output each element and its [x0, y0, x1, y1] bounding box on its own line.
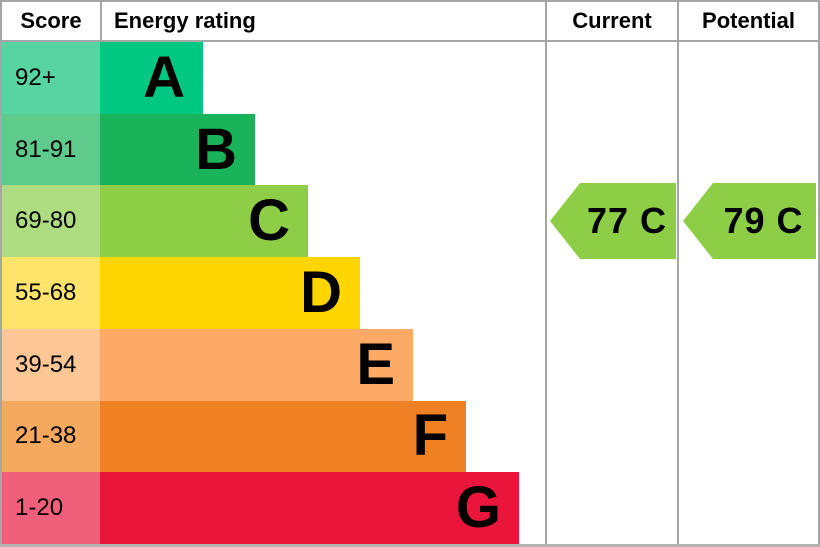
potential-column-divider [677, 2, 679, 544]
band-row-e: 39-54 E [2, 328, 818, 401]
band-letter-d: D [300, 260, 342, 326]
score-range-c: 69-80 [2, 185, 100, 258]
band-letter-e: E [356, 331, 395, 397]
band-row-c: 69-80 C [2, 185, 818, 258]
potential-rating-arrow: 79 C [683, 183, 816, 259]
chart-border-bottom [0, 544, 820, 547]
potential-column-header: Potential [702, 8, 795, 33]
score-range-a: 92+ [2, 42, 100, 114]
current-column-header: Current [572, 8, 652, 33]
score-range-f: 21-38 [2, 400, 100, 473]
band-letter-c: C [248, 188, 290, 254]
chart-border-top [0, 0, 820, 2]
band-row-b: 81-91 B [2, 113, 818, 186]
score-header-divider [100, 2, 102, 40]
current-column-divider [545, 2, 547, 544]
chart-border-left [0, 0, 2, 547]
band-bar-d: D [100, 257, 360, 329]
score-column-header: Score [20, 8, 82, 33]
chart-border-right [818, 0, 820, 547]
score-range-g: 1-20 [2, 472, 100, 545]
score-range-b: 81-91 [2, 113, 100, 186]
band-bar-g: G [100, 472, 519, 545]
band-letter-f: F [412, 403, 448, 469]
band-letter-a: A [143, 44, 185, 110]
current-rating-arrow: 77 C [550, 183, 676, 259]
potential-rating-value: 79 C [723, 200, 804, 241]
score-range-e: 39-54 [2, 328, 100, 401]
score-range-d: 55-68 [2, 257, 100, 329]
band-row-d: 55-68 D [2, 257, 818, 329]
current-rating-value: 77 C [586, 200, 668, 241]
band-letter-g: G [455, 475, 501, 541]
chart-header-row: Score Energy rating Current Potential [2, 2, 818, 40]
rating-bands: 92+ A 81-91 B 69-80 C 55-68 D 39-54 E 21-38 F 1-20 G [2, 42, 818, 545]
band-bar-e: E [100, 328, 413, 401]
header-underline [2, 40, 818, 42]
band-bar-c: C [100, 185, 308, 258]
band-row-a: 92+ A [2, 42, 818, 114]
band-bar-f: F [100, 400, 466, 473]
band-row-f: 21-38 F [2, 400, 818, 473]
band-bar-b: B [100, 113, 255, 186]
band-letter-b: B [195, 116, 237, 182]
band-row-g: 1-20 G [2, 472, 818, 545]
band-bar-a: A [100, 42, 203, 114]
energy-rating-column-header: Energy rating [114, 8, 256, 33]
